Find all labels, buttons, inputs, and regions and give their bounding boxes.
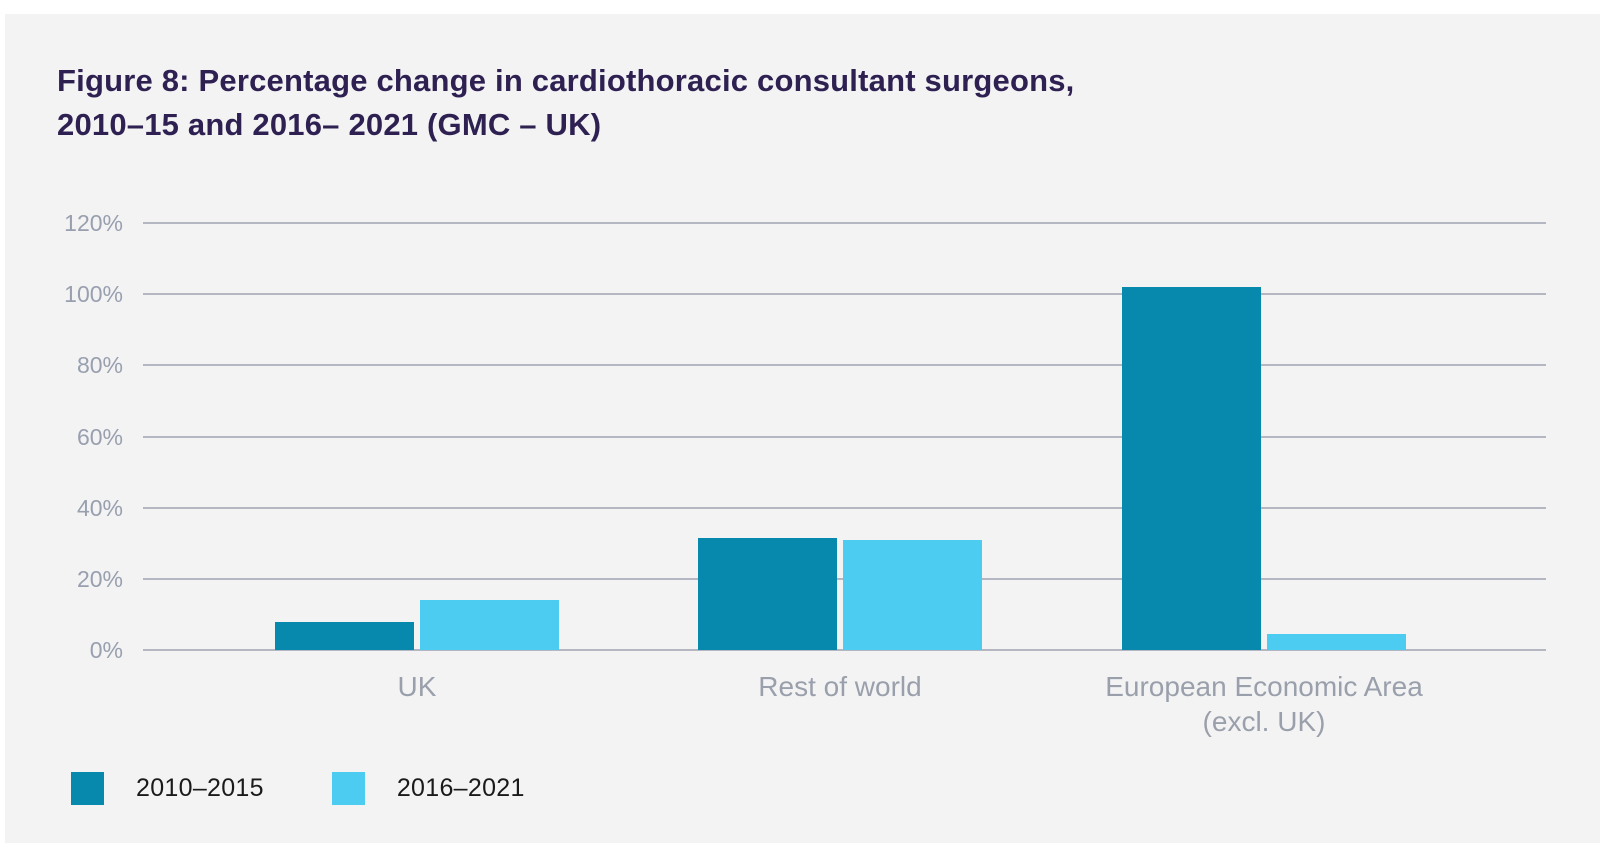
category-label-2: European Economic Area (excl. UK)	[1105, 671, 1423, 737]
y-tick-label-60%: 60%	[76, 423, 123, 450]
bar-2016-2021-category-1	[843, 539, 982, 650]
legend-swatch-icon	[331, 772, 365, 805]
y-tick-label-120%: 120%	[64, 210, 123, 236]
bar-2010-2015-category-0	[275, 621, 414, 650]
gridline-120%	[143, 222, 1546, 224]
y-tick-label-40%: 40%	[76, 494, 123, 521]
gridline-60%	[143, 435, 1546, 438]
y-tick-label-80%: 80%	[76, 352, 123, 379]
legend-item-1: 2016–2021	[331, 772, 525, 805]
y-tick-label-0%: 0%	[89, 637, 123, 663]
gridline-80%	[143, 364, 1546, 367]
chart-legend: 2010–2015 2016–2021	[71, 772, 525, 805]
gridline-100%	[143, 293, 1546, 296]
gridline-0%	[143, 649, 1546, 651]
gridline-40%	[143, 506, 1546, 509]
bar-2016-2021-category-2	[1267, 633, 1406, 650]
legend-label: 2010–2015	[136, 774, 264, 802]
figure-title: Figure 8: Percentage change in cardiotho…	[57, 59, 1075, 147]
legend-item-0: 2010–2015	[71, 772, 264, 805]
figure-title-line1: Figure 8: Percentage change in cardiotho…	[57, 63, 1075, 98]
y-tick-label-100%: 100%	[64, 281, 123, 308]
bar-2010-2015-category-2	[1122, 287, 1261, 650]
bar-chart: 0% 20% 40% 60% 80% 100% 120% UK Rest of world Eu…	[5, 14, 1600, 843]
y-tick-label-20%: 20%	[76, 565, 123, 592]
category-label-0: UK	[397, 671, 437, 702]
legend-swatch-icon	[71, 772, 104, 805]
bar-2010-2015-category-1	[698, 537, 837, 650]
legend-label: 2016–2021	[396, 774, 525, 802]
bar-2016-2021-category-0	[420, 600, 559, 650]
figure-panel: Figure 8: Percentage change in cardiotho…	[5, 14, 1600, 843]
figure-title-line2: 2010–15 and 2016– 2021 (GMC – UK)	[57, 107, 602, 142]
category-label-1: Rest of world	[758, 671, 922, 702]
